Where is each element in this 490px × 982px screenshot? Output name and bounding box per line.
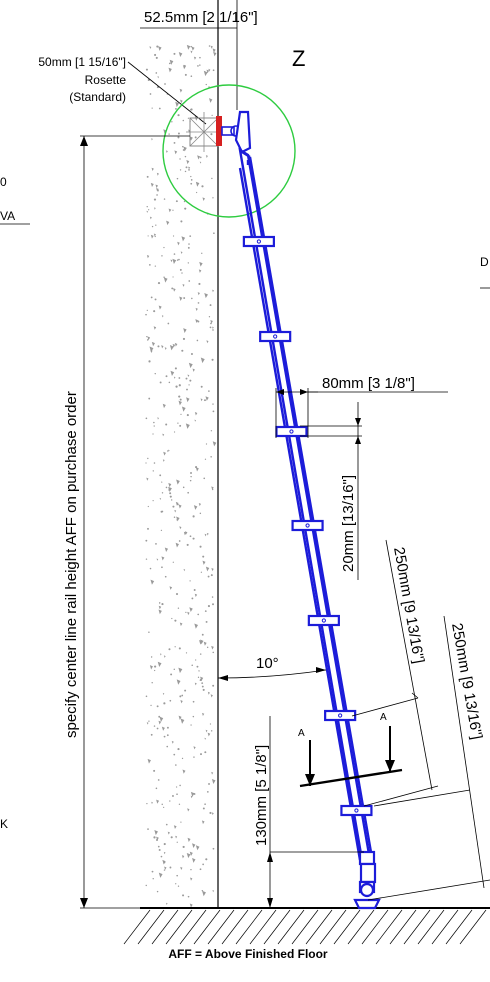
angle-dimension: 10°: [217, 655, 327, 681]
rung-bolt: [256, 239, 261, 244]
cutoff-text-left-3: K: [0, 817, 8, 831]
rung-spacing-label-1: 250mm [9 13/16"]: [390, 546, 427, 665]
rung-thickness-label: 20mm [13/16"]: [340, 475, 357, 572]
wall-bracket: [186, 110, 252, 154]
wall-offset-dimension: 52.5mm [2 1/16"]: [140, 9, 258, 29]
concrete-wall: [142, 0, 238, 908]
rail-height-dimension: specify center line rail height AFF on p…: [63, 135, 190, 909]
rosette-callout: 50mm [1 15/16"] Rosette (Standard): [38, 55, 207, 125]
ladder-rung: [324, 709, 357, 722]
rung-bolt: [338, 713, 343, 718]
section-a-left-label: A: [298, 728, 305, 739]
cutoff-text-left-1: 0: [0, 175, 7, 189]
wall-offset-label: 52.5mm [2 1/16"]: [144, 9, 258, 26]
rung-width-label: 80mm [3 1/8"]: [322, 375, 415, 392]
ladder-rung: [291, 519, 324, 532]
angle-label: 10°: [256, 655, 279, 672]
rung-bolt: [305, 523, 310, 528]
rosette-name-label: Rosette: [85, 73, 127, 87]
rung-thickness-dimension: 20mm [13/16"]: [300, 402, 362, 580]
rosette-size-label: 50mm [1 15/16"]: [38, 55, 126, 69]
rung-spacing-dimensions: 250mm [9 13/16"] 250mm [9 13/16"]: [351, 539, 490, 901]
rail-height-note: specify center line rail height AFF on p…: [63, 391, 80, 738]
finished-floor: [123, 907, 490, 945]
rung-bolt: [289, 429, 294, 434]
section-a-right-label: A: [380, 712, 387, 723]
ladder-rung: [259, 330, 292, 343]
rung-bolt: [354, 808, 359, 813]
cutoff-text-left-2: VA: [0, 209, 15, 223]
bottom-rung-dimension: 130mm [5 1/8"]: [253, 716, 364, 908]
cutoff-text-right: D: [480, 255, 489, 269]
ladder-rung: [242, 235, 275, 248]
ladder-foot: [353, 850, 381, 910]
ladder-rungs: [242, 235, 373, 817]
ladder-rung: [275, 425, 308, 438]
rung-width-dimension: 80mm [3 1/8"]: [275, 375, 448, 438]
footer-note: AFF = Above Finished Floor: [168, 947, 328, 961]
rosette-plate: [216, 116, 222, 146]
rung-bolt: [273, 334, 278, 339]
detail-z-circle: [162, 84, 296, 218]
detail-z-label: Z: [292, 46, 305, 71]
ladder-rung: [340, 804, 373, 817]
ladder-rung: [307, 614, 340, 627]
section-cut-a: A A: [298, 712, 403, 788]
rosette-standard-label: (Standard): [69, 90, 126, 104]
bottom-rung-label: 130mm [5 1/8"]: [253, 745, 270, 846]
rung-bolt: [321, 618, 326, 623]
